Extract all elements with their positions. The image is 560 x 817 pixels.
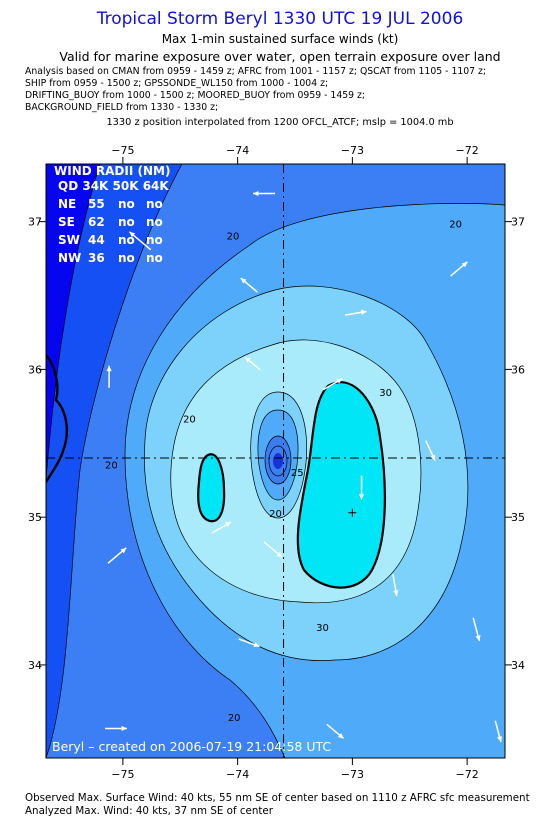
page-title: Tropical Storm Beryl 1330 UTC 19 JUL 200… (96, 9, 464, 29)
wind-vector (450, 261, 469, 277)
wind-vector (253, 190, 276, 197)
grid-lines (46, 164, 505, 758)
wind-radii-row-qd: SW (58, 233, 80, 247)
wind-radii-row-64k: no (146, 197, 163, 211)
contour-label: 30 (379, 388, 392, 399)
wind-vector (326, 723, 345, 740)
analysis-line: Analysis based on CMAN from 0959 - 1459 … (25, 66, 487, 77)
contour-label: 20 (105, 460, 118, 471)
wind-vector (104, 725, 127, 732)
wind-radii-row-50k: no (118, 251, 135, 265)
wind-vector (322, 378, 343, 391)
wind-vector (358, 475, 365, 500)
map-credit: Beryl – created on 2006-07-19 21:04:58 U… (52, 739, 331, 754)
wind-vector (244, 356, 261, 371)
contour-label: 20 (228, 713, 241, 724)
validity-note: Valid for marine exposure over water, op… (59, 49, 501, 64)
axis-tick-labels: −75 −75 −74 −74 −73 −73 −72 −72 37 37 36 36 35 35 34 34 (28, 144, 525, 781)
contour-labels: 20 20 20 20 20 25 30 30 20 (105, 220, 462, 725)
storm-eye (273, 453, 283, 469)
wind-radii-row-qd: SE (58, 215, 75, 229)
lat-tick-label-left: 34 (28, 659, 42, 672)
wind-radii-row-qd: NE (58, 197, 76, 211)
wind-radii-title: WIND RADII (NM) (54, 164, 170, 178)
lon-tick-label-bottom: −74 (226, 768, 249, 781)
wind-vector (263, 541, 283, 558)
analysis-line: SHIP from 0959 - 1500 z; GPSSONDE_WL150 … (25, 78, 329, 89)
contour-label: 20 (269, 509, 282, 520)
analysis-line: BACKGROUND_FIELD from 1330 - 1330 z; (25, 102, 219, 113)
lon-tick-label-top: −73 (341, 144, 364, 157)
lon-tick-label-bottom: −75 (111, 768, 134, 781)
wind-radii-row-50k: no (118, 233, 135, 247)
map-frame (45, 163, 506, 759)
contour-label: 20 (227, 231, 240, 242)
wind-radii-header: QD 34K 50K 64K (58, 179, 169, 193)
wind-radii-row-50k: no (118, 215, 135, 229)
wind-radii-row-64k: no (146, 233, 163, 247)
wind-vectors (104, 190, 503, 743)
wind-vector (494, 720, 503, 743)
wind-vector (240, 277, 259, 293)
wind-radii-row-64k: no (146, 251, 163, 265)
contour-label: 20 (183, 415, 196, 426)
lon-tick-label-top: −74 (226, 144, 249, 157)
contour-label: 20 (449, 220, 462, 231)
wind-radii-row-34k: 36 (88, 251, 105, 265)
lon-tick-label-top: −75 (111, 144, 134, 157)
wind-vector (211, 521, 232, 534)
lat-tick-label-right: 37 (511, 216, 525, 229)
coastline (46, 354, 68, 483)
wind-vector (392, 574, 399, 597)
position-note: 1330 z position interpolated from 1200 O… (106, 117, 454, 128)
wind-vector (128, 231, 152, 251)
axis-ticks (39, 157, 512, 765)
wind-band-ge35-west (198, 454, 225, 522)
wind-vector (238, 638, 260, 648)
wind-vector (472, 617, 481, 642)
lat-tick-label-right: 36 (511, 363, 525, 376)
lon-tick-label-bottom: −72 (456, 768, 479, 781)
lat-tick-label-left: 37 (28, 216, 42, 229)
wind-vector (106, 365, 112, 388)
wind-radii-table: WIND RADII (NM) QD 34K 50K 64K NE 55 no … (54, 164, 170, 265)
lon-tick-label-top: −72 (456, 144, 479, 157)
wind-analysis-map: 20 20 20 20 20 25 30 30 20 WIND RADII (NM) QD 34… (28, 144, 525, 781)
max-wind-marker (348, 508, 357, 517)
subtitle: Max 1-min sustained surface winds (kt) (161, 32, 399, 46)
contour-label: 30 (316, 623, 329, 634)
lat-tick-label-left: 36 (28, 363, 42, 376)
contour-lines (46, 164, 505, 758)
lat-tick-label-right: 35 (511, 511, 525, 524)
wind-vector (344, 309, 367, 316)
wind-radii-row-qd: NW (58, 251, 81, 265)
contour-label: 25 (291, 468, 304, 479)
wind-radii-row-34k: 55 (88, 197, 105, 211)
35kt-contour-lines (197, 381, 386, 589)
observed-max-wind: Observed Max. Surface Wind: 40 kts, 55 n… (25, 792, 530, 804)
analyzed-max-wind: Analyzed Max. Wind: 40 kts, 37 nm SE of … (25, 805, 273, 817)
wind-vector (107, 547, 127, 564)
wind-radii-row-34k: 44 (88, 233, 105, 247)
wind-radii-row-34k: 62 (88, 215, 105, 229)
wind-band-ge35-east (297, 382, 385, 588)
analysis-line: DRIFTING_BUOY from 1000 - 1500 z; MOORED… (25, 90, 366, 101)
wind-radii-row-50k: no (118, 197, 135, 211)
lat-tick-label-left: 35 (28, 511, 42, 524)
wind-radii-row-64k: no (146, 215, 163, 229)
lat-tick-label-right: 34 (511, 659, 525, 672)
lon-tick-label-bottom: −73 (341, 768, 364, 781)
wind-vector (425, 440, 436, 461)
